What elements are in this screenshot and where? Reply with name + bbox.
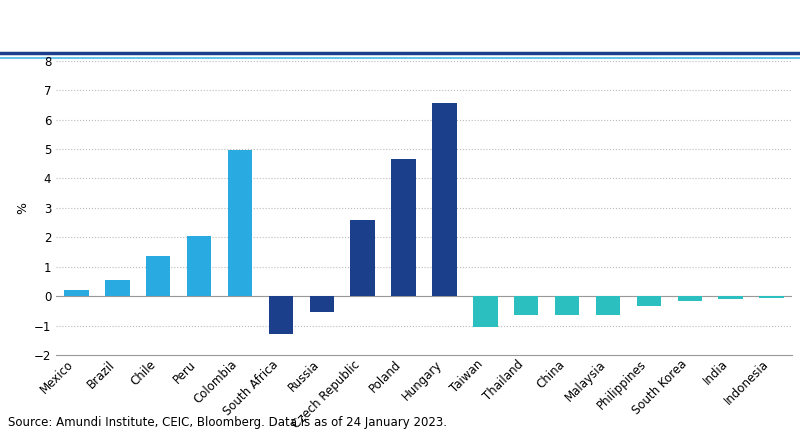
Bar xyxy=(473,296,498,327)
Bar xyxy=(555,296,579,315)
Bar xyxy=(228,150,252,296)
Text: I/: I/ xyxy=(10,16,23,34)
Bar xyxy=(759,296,784,297)
Bar xyxy=(146,256,170,296)
Bar xyxy=(514,296,538,315)
Y-axis label: %: % xyxy=(17,202,30,214)
Bar xyxy=(678,296,702,301)
Text: Source: Amundi Institute, CEIC, Bloomberg. Data is as of 24 January 2023.: Source: Amundi Institute, CEIC, Bloomber… xyxy=(8,416,447,429)
Bar xyxy=(350,220,375,296)
Bar xyxy=(105,280,130,296)
Bar xyxy=(637,296,661,307)
Bar xyxy=(310,296,334,312)
Text: Q4 2023 Change in inflation expectations relative to upper bands of CB targets: Q4 2023 Change in inflation expectations… xyxy=(38,17,758,32)
Bar xyxy=(718,296,743,299)
Bar xyxy=(269,296,293,334)
Bar xyxy=(391,159,416,296)
Bar xyxy=(432,103,457,296)
Bar xyxy=(187,236,211,296)
Bar xyxy=(596,296,620,315)
Bar xyxy=(64,290,89,296)
